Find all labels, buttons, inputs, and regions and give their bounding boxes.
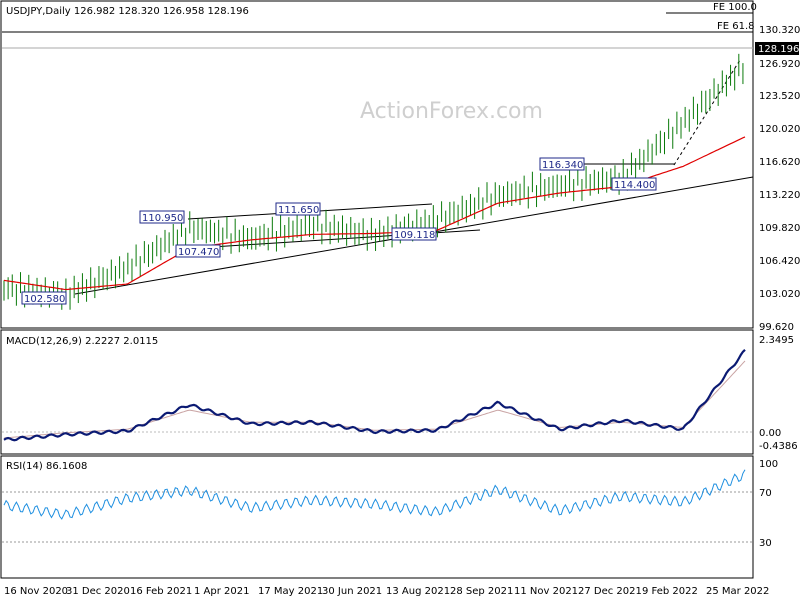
annotation-low-sep21: 109.118 (394, 230, 435, 241)
price-tick-label: 123.520 (759, 91, 800, 102)
annotation-low-2020: 102.580 (24, 294, 65, 305)
annotation-box (611, 177, 657, 191)
macd-signal-line (3, 360, 746, 439)
watermark: ActionForex.com (360, 99, 543, 124)
macd-label-top: 2.3495 (759, 335, 794, 346)
price-tick-label: 113.220 (759, 190, 800, 201)
rsi-label-100: 100 (759, 459, 778, 470)
x-tick-label: 11 Nov 2021 (514, 586, 578, 597)
x-tick-label: 30 Jun 2021 (322, 586, 382, 597)
price-tick-label: 120.020 (759, 124, 800, 135)
fe618-label: FE 61.8 (717, 21, 755, 32)
x-tick-label: 31 Dec 2020 (66, 586, 130, 597)
rsi-title: RSI(14) 86.1608 (6, 461, 87, 472)
x-tick-label: 25 Mar 2022 (706, 586, 769, 597)
x-tick-label: 17 May 2021 (258, 586, 323, 597)
current-price-label: 128.196 (758, 44, 799, 55)
current-price-box (755, 42, 799, 55)
annotation-box (275, 202, 321, 216)
annotation-box (391, 227, 437, 241)
x-axis: 16 Nov 2020 31 Dec 2020 16 Feb 2021 1 Ap… (4, 586, 769, 597)
price-tick-label: 116.620 (759, 157, 800, 168)
annotation-box (21, 291, 67, 305)
price-tick-label: 99.620 (759, 322, 794, 333)
rsi-pane-frame (0, 455, 754, 579)
x-tick-label: 16 Nov 2020 (4, 586, 68, 597)
macd-label-bottom: -0.4386 (759, 441, 798, 452)
price-tick-label: 106.420 (759, 256, 800, 267)
x-tick-label: 9 Feb 2022 (642, 586, 698, 597)
macd-title: MACD(12,26,9) 2.2227 2.0115 (6, 336, 158, 347)
x-tick-label: 13 Aug 2021 (386, 586, 450, 597)
price-tick-label: 103.020 (759, 289, 800, 300)
annotation-box (539, 157, 585, 171)
x-tick-label: 16 Feb 2021 (130, 586, 192, 597)
rsi-line (3, 469, 746, 520)
rsi-label-70: 70 (759, 488, 772, 499)
annotation-low-apr21: 107.470 (178, 247, 219, 258)
annotation-high-jan22: 116.340 (542, 160, 583, 171)
price-annotations: 102.580 110.950 111.650 107.470 109.118 … (21, 157, 657, 305)
price-tick-label: 126.920 (759, 59, 800, 70)
fe100-label: FE 100.0 (713, 2, 757, 13)
annotation-high-jul21: 111.650 (278, 205, 319, 216)
symbol-header: USDJPY,Daily 126.982 128.320 126.958 128… (6, 6, 249, 17)
rsi-label-30: 30 (759, 538, 772, 549)
annotation-high-mar21: 110.950 (142, 213, 183, 224)
price-pane-frame (0, 0, 754, 329)
macd-line (3, 349, 746, 442)
x-tick-label: 27 Dec 2021 (578, 586, 642, 597)
price-y-axis: 130.320 126.920 123.520 120.020 116.620 … (759, 25, 800, 333)
annotation-box (139, 210, 185, 224)
macd-label-zero: 0.00 (759, 428, 781, 439)
price-tick-label: 130.320 (759, 25, 800, 36)
price-tick-label: 109.820 (759, 223, 800, 234)
annotation-low-jan22: 114.400 (614, 180, 655, 191)
annotation-box (175, 244, 221, 258)
x-tick-label: 28 Sep 2021 (450, 586, 513, 597)
projection-line (673, 59, 741, 166)
x-tick-label: 1 Apr 2021 (194, 586, 249, 597)
macd-pane-frame (0, 329, 754, 455)
